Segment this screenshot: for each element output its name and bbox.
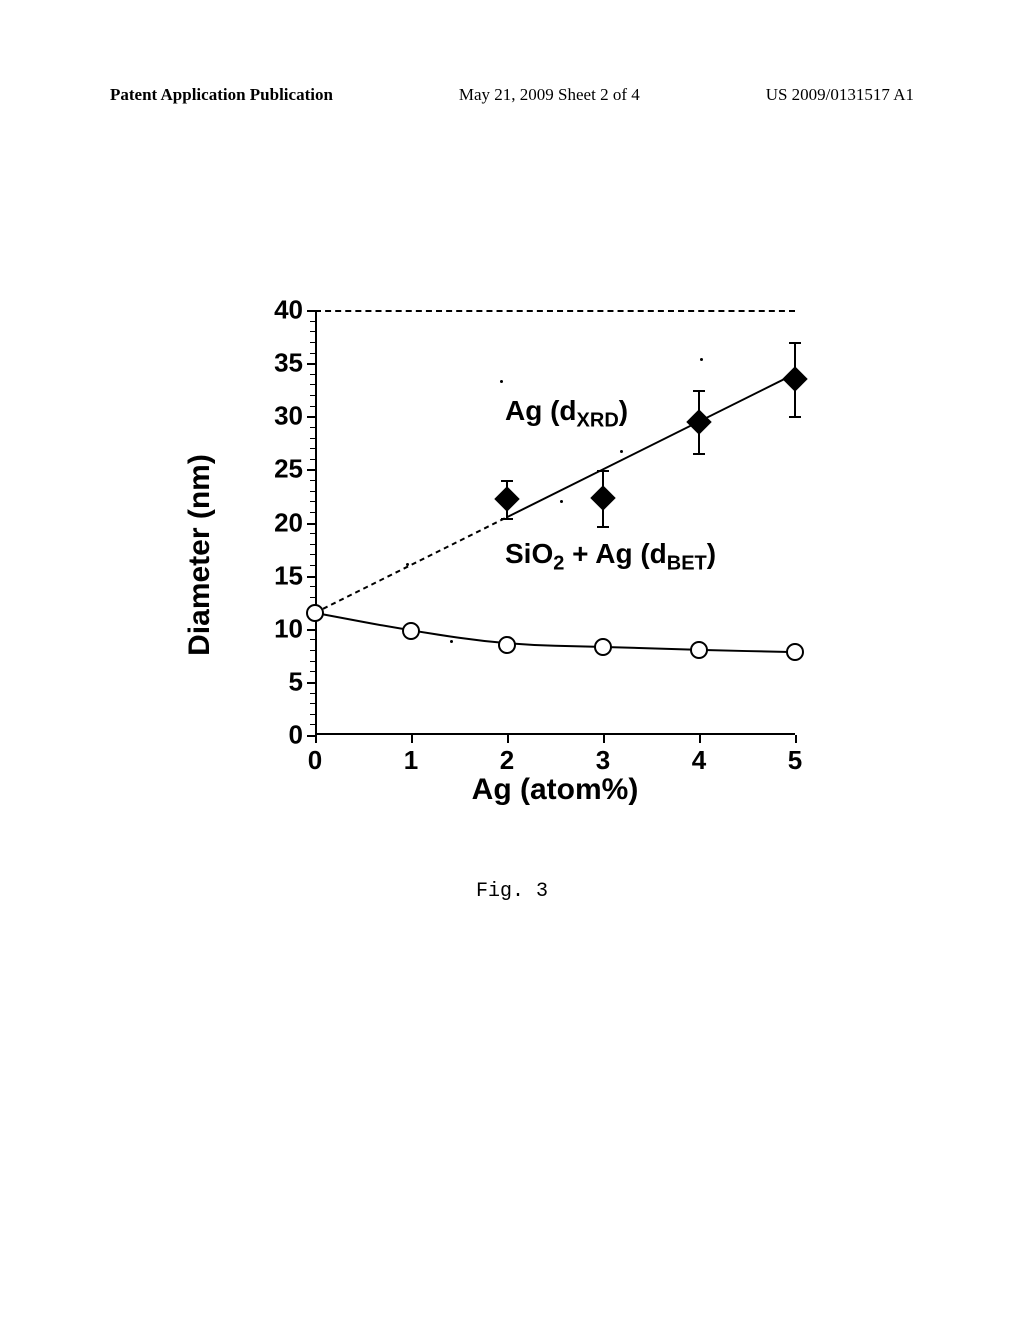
y-minor-tick: [310, 448, 315, 449]
y-minor-tick: [310, 661, 315, 662]
y-minor-tick: [310, 406, 315, 407]
x-tick: [411, 735, 413, 743]
error-cap: [789, 342, 801, 344]
x-tick-label: 1: [404, 745, 418, 776]
error-cap: [693, 453, 705, 455]
scan-artifact: [560, 500, 563, 503]
bet-marker: [402, 622, 420, 640]
x-axis-title: Ag (atom%): [472, 773, 639, 807]
y-minor-tick: [310, 650, 315, 651]
page-header: Patent Application Publication May 21, 2…: [0, 85, 1024, 105]
y-tick: [307, 576, 315, 578]
scan-artifact: [450, 640, 453, 643]
y-tick-label: 30: [274, 401, 303, 432]
y-tick-label: 40: [274, 295, 303, 326]
header-pub-number: US 2009/0131517 A1: [766, 85, 914, 105]
y-tick-label: 35: [274, 348, 303, 379]
error-cap: [501, 480, 513, 482]
y-minor-tick: [310, 374, 315, 375]
scan-artifact: [620, 450, 623, 453]
x-tick-label: 2: [500, 745, 514, 776]
y-tick: [307, 469, 315, 471]
y-minor-tick: [310, 586, 315, 587]
x-tick-label: 0: [308, 745, 322, 776]
y-minor-tick: [310, 533, 315, 534]
x-tick: [699, 735, 701, 743]
bet-marker: [690, 641, 708, 659]
bet-marker: [594, 638, 612, 656]
error-cap: [597, 470, 609, 472]
y-minor-tick: [310, 491, 315, 492]
series-label-bet: SiO2 + Ag (dBET): [505, 538, 716, 576]
y-minor-tick: [310, 544, 315, 545]
y-minor-tick: [310, 703, 315, 704]
scan-artifact: [406, 563, 409, 566]
y-tick-label: 25: [274, 454, 303, 485]
y-minor-tick: [310, 331, 315, 332]
x-tick-label: 5: [788, 745, 802, 776]
y-minor-tick: [310, 714, 315, 715]
y-minor-tick: [310, 671, 315, 672]
x-tick: [315, 735, 317, 743]
header-pub-title: Patent Application Publication: [110, 85, 333, 105]
y-minor-tick: [310, 639, 315, 640]
y-minor-tick: [310, 384, 315, 385]
y-minor-tick: [310, 438, 315, 439]
y-tick: [307, 629, 315, 631]
y-tick: [307, 416, 315, 418]
y-tick-label: 5: [289, 666, 303, 697]
y-tick-label: 0: [289, 720, 303, 751]
plot-area: Ag (dXRD) SiO2 + Ag (dBET) Ag (atom%) 05…: [315, 310, 795, 735]
x-tick: [507, 735, 509, 743]
bet-marker: [786, 643, 804, 661]
error-cap: [501, 518, 513, 520]
x-tick-label: 4: [692, 745, 706, 776]
chart-lines-svg: [315, 310, 795, 735]
y-minor-tick: [310, 724, 315, 725]
series-label-xrd: Ag (dXRD): [505, 395, 628, 433]
y-minor-tick: [310, 395, 315, 396]
error-cap: [693, 390, 705, 392]
y-tick-label: 10: [274, 613, 303, 644]
y-axis-title: Diameter (nm): [183, 454, 217, 656]
bet-marker: [306, 604, 324, 622]
y-minor-tick: [310, 501, 315, 502]
y-tick: [307, 310, 315, 312]
scan-artifact: [700, 358, 703, 361]
y-tick-label: 20: [274, 507, 303, 538]
x-tick-label: 3: [596, 745, 610, 776]
y-minor-tick: [310, 353, 315, 354]
y-tick-label: 15: [274, 560, 303, 591]
y-tick: [307, 682, 315, 684]
y-minor-tick: [310, 427, 315, 428]
figure-caption: Fig. 3: [476, 880, 548, 903]
chart-figure: Diameter (nm) Ag (dXRD) SiO2 + Ag (dBET)…: [200, 310, 820, 800]
x-tick: [603, 735, 605, 743]
y-minor-tick: [310, 512, 315, 513]
y-minor-tick: [310, 480, 315, 481]
y-minor-tick: [310, 321, 315, 322]
error-cap: [597, 526, 609, 528]
y-minor-tick: [310, 693, 315, 694]
y-minor-tick: [310, 459, 315, 460]
error-cap: [789, 416, 801, 418]
y-minor-tick: [310, 554, 315, 555]
y-tick: [307, 363, 315, 365]
bet-marker: [498, 636, 516, 654]
y-minor-tick: [310, 342, 315, 343]
scan-artifact: [500, 380, 503, 383]
y-tick: [307, 735, 315, 737]
header-date-sheet: May 21, 2009 Sheet 2 of 4: [459, 85, 640, 105]
y-minor-tick: [310, 597, 315, 598]
y-minor-tick: [310, 565, 315, 566]
x-tick: [795, 735, 797, 743]
y-tick: [307, 523, 315, 525]
